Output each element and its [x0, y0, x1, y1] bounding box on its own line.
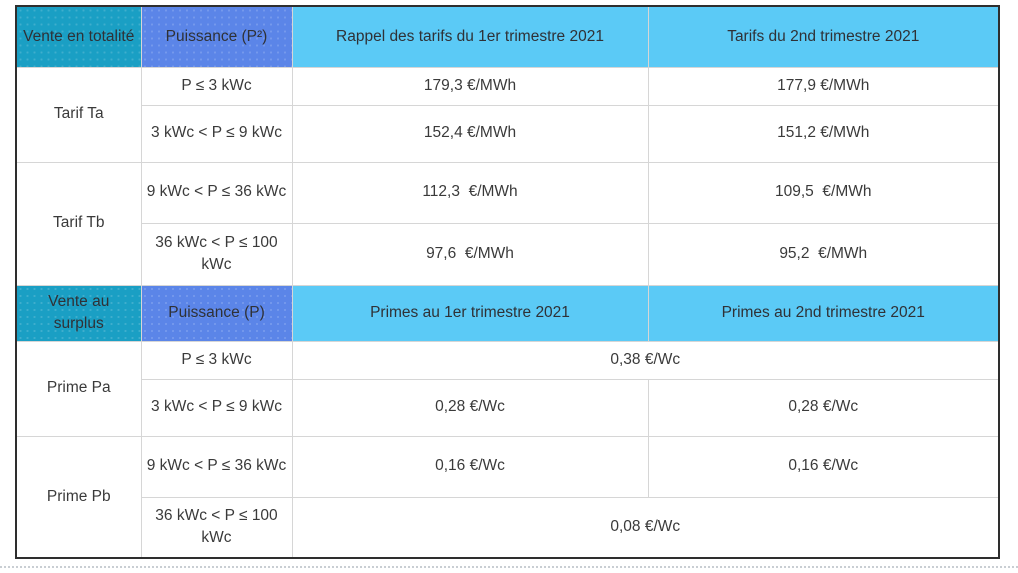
cell-power-range: 3 kWc < P ≤ 9 kWc [140, 104, 293, 163]
group-label-tarif-ta: Tarif Ta [15, 66, 142, 163]
cell-tariff-q2: 95,2 €/MWh [647, 222, 1000, 286]
header-tarifs-t2-2021: Tarifs du 2nd trimestre 2021 [647, 5, 1000, 68]
group-label-prime-pa: Prime Pa [15, 340, 142, 437]
cell-prime-q1: 0,28 €/Wc [291, 378, 649, 437]
group-label-tarif-tb: Tarif Tb [15, 161, 142, 286]
cell-tariff-q1: 152,4 €/MWh [291, 104, 649, 163]
cell-power-range: 3 kWc < P ≤ 9 kWc [140, 378, 293, 437]
header-puissance-p: Puissance (P) [140, 284, 293, 342]
header-rappel-tarifs-t1-2021: Rappel des tarifs du 1er trimestre 2021 [291, 5, 649, 68]
cell-tariff-q2: 151,2 €/MWh [647, 104, 1000, 163]
cell-prime-q2: 0,28 €/Wc [647, 378, 1000, 437]
table-row: 3 kWc < P ≤ 9 kWc 152,4 €/MWh 151,2 €/MW… [16, 104, 1000, 163]
table-row: 36 kWc < P ≤ 100 kWc 97,6 €/MWh 95,2 €/M… [16, 222, 1000, 286]
header-vente-au-surplus: Vente au surplus [15, 284, 142, 342]
tariff-table: Vente en totalité Puissance (P²) Rappel … [15, 5, 1000, 559]
header-primes-t2-2021: Primes au 2nd trimestre 2021 [647, 284, 1000, 342]
header-vente-en-totalite: Vente en totalité [15, 5, 142, 68]
cell-prime-q2: 0,16 €/Wc [647, 435, 1000, 498]
group-label-prime-pb: Prime Pb [15, 435, 142, 559]
table-row: Vente en totalité Puissance (P²) Rappel … [15, 5, 1000, 68]
cell-power-range: 9 kWc < P ≤ 36 kWc [140, 435, 293, 498]
cell-power-range: 9 kWc < P ≤ 36 kWc [140, 161, 293, 224]
cell-power-range: 36 kWc < P ≤ 100 kWc [140, 222, 293, 286]
page-dotted-rule [0, 566, 1018, 568]
table-row: 3 kWc < P ≤ 9 kWc 0,28 €/Wc 0,28 €/Wc [16, 378, 1000, 437]
header-primes-t1-2021: Primes au 1er trimestre 2021 [291, 284, 649, 342]
cell-prime-merged: 0,08 €/Wc [291, 496, 1000, 559]
table-row: Tarif Tb 9 kWc < P ≤ 36 kWc 112,3 €/MWh … [15, 161, 1000, 286]
table-row: 36 kWc < P ≤ 100 kWc 0,08 €/Wc [16, 496, 1000, 559]
cell-power-range: 36 kWc < P ≤ 100 kWc [140, 496, 293, 559]
table-row: Prime Pb 9 kWc < P ≤ 36 kWc 0,16 €/Wc 0,… [15, 435, 1000, 559]
cell-tariff-q1: 112,3 €/MWh [291, 161, 649, 224]
cell-power-range: P ≤ 3 kWc [140, 340, 293, 380]
cell-prime-q1: 0,16 €/Wc [291, 435, 649, 498]
tariff-table-container: Vente en totalité Puissance (P²) Rappel … [15, 5, 1000, 559]
cell-tariff-q1: 179,3 €/MWh [291, 66, 649, 106]
cell-tariff-q2: 177,9 €/MWh [647, 66, 1000, 106]
table-row: Prime Pa P ≤ 3 kWc 0,38 €/Wc [15, 340, 1000, 437]
cell-tariff-q2: 109,5 €/MWh [647, 161, 1000, 224]
cell-power-range: P ≤ 3 kWc [140, 66, 293, 106]
header-puissance-p2: Puissance (P²) [140, 5, 293, 68]
table-row: Vente au surplus Puissance (P) Primes au… [15, 284, 1000, 342]
table-row: Tarif Ta P ≤ 3 kWc 179,3 €/MWh 177,9 €/M… [15, 66, 1000, 163]
cell-tariff-q1: 97,6 €/MWh [291, 222, 649, 286]
cell-prime-merged: 0,38 €/Wc [291, 340, 1000, 380]
